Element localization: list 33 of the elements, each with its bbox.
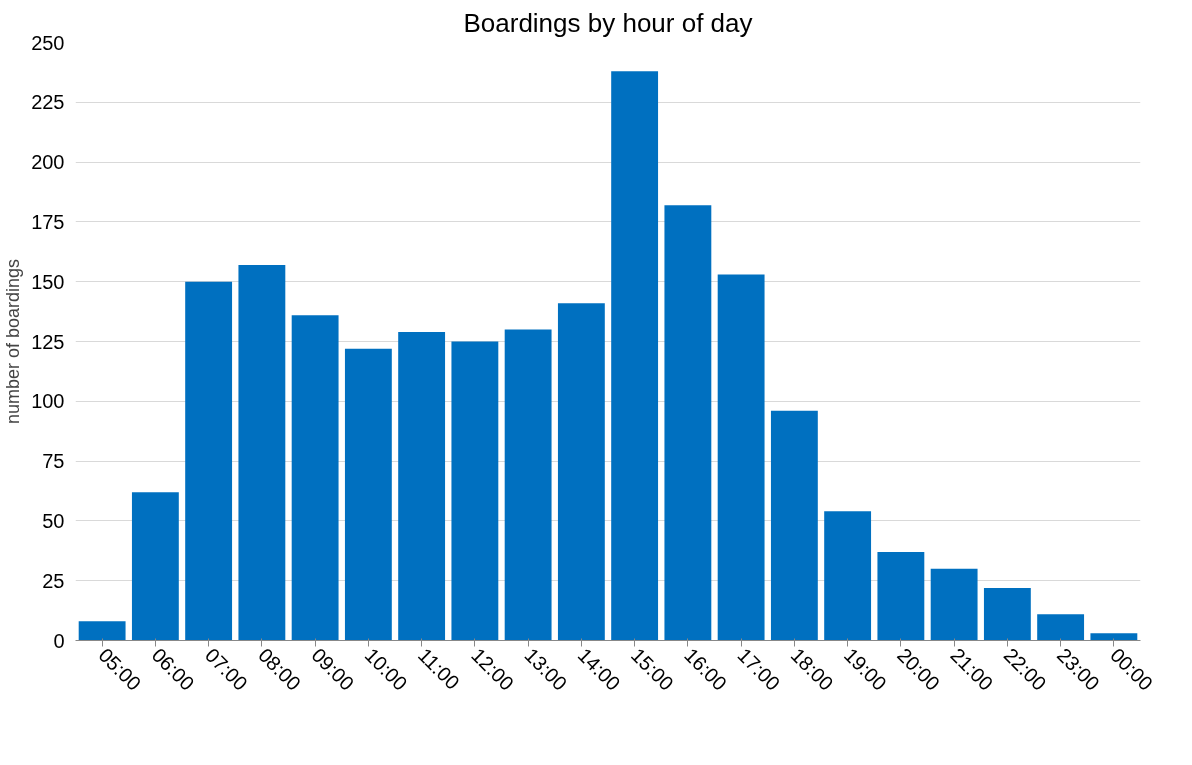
y-axis-title: number of boardings <box>3 258 24 425</box>
y-tick-label: 200 <box>31 151 65 174</box>
bar <box>717 274 765 641</box>
y-tick-label: 225 <box>31 91 65 114</box>
bar <box>877 552 925 641</box>
y-tick-label: 125 <box>31 330 65 353</box>
bar <box>930 568 978 641</box>
bar <box>664 205 712 641</box>
bar <box>131 492 179 641</box>
bar <box>451 341 499 641</box>
bar <box>1037 614 1085 641</box>
y-tick-label: 150 <box>31 270 65 293</box>
bar <box>557 303 605 641</box>
y-tick-label: 250 <box>31 31 65 54</box>
bar <box>983 587 1031 641</box>
bar <box>185 281 233 641</box>
chart-title: Boardings by hour of day <box>463 7 753 38</box>
bar <box>504 329 552 641</box>
y-tick-label: 50 <box>42 509 65 532</box>
y-tick-label: 75 <box>42 450 65 473</box>
bar <box>344 348 392 641</box>
y-tick-label: 0 <box>53 629 65 652</box>
bar <box>770 410 818 641</box>
y-tick-label: 100 <box>31 390 65 413</box>
bar <box>291 315 339 641</box>
bar <box>78 621 126 641</box>
y-tick-label: 25 <box>42 569 65 592</box>
bar <box>1090 633 1138 641</box>
bar <box>238 264 286 641</box>
bar <box>398 331 446 641</box>
y-tick-label: 175 <box>31 210 65 233</box>
bar <box>611 71 659 641</box>
bar <box>824 511 872 641</box>
